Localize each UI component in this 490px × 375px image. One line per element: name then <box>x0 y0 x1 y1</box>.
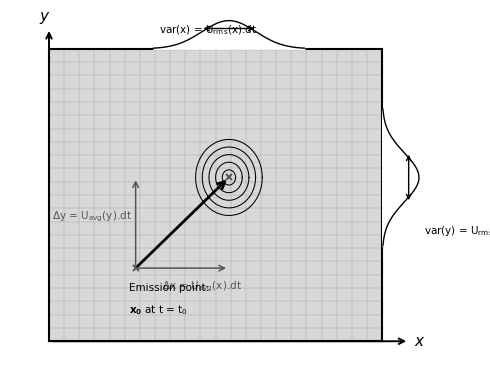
Text: $\Delta$x = U$_{\mathregular{avg}}$(x).dt: $\Delta$x = U$_{\mathregular{avg}}$(x).d… <box>162 280 242 294</box>
Text: Emission point:: Emission point: <box>129 283 209 293</box>
Text: $\Delta$y = U$_{\mathregular{avg}}$(y).dt: $\Delta$y = U$_{\mathregular{avg}}$(y).d… <box>52 210 132 224</box>
Text: x: x <box>414 334 423 349</box>
Text: y: y <box>40 9 49 24</box>
Text: $\mathbf{x_0}$ at t = t$_0$: $\mathbf{x_0}$ at t = t$_0$ <box>129 303 188 317</box>
Text: var(y) = U$_{\mathregular{rms}}$(y).dt: var(y) = U$_{\mathregular{rms}}$(y).dt <box>424 224 490 238</box>
Text: var(x) = U$_{\mathregular{rms}}$(x).dt: var(x) = U$_{\mathregular{rms}}$(x).dt <box>159 24 257 37</box>
